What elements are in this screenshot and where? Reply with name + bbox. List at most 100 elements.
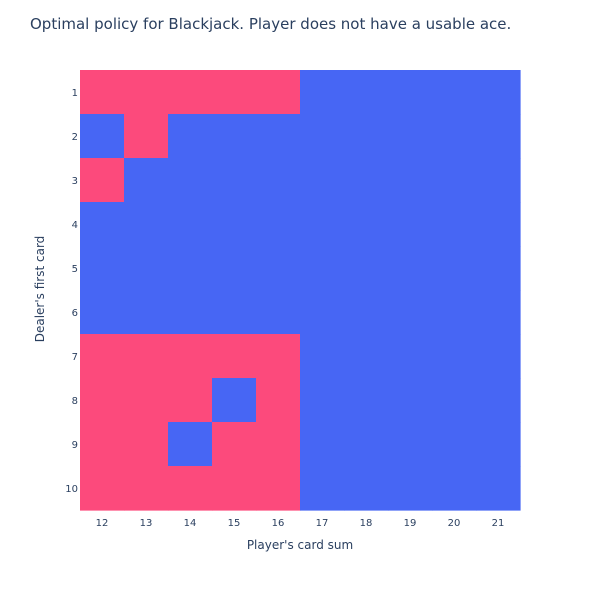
heatmap-cell bbox=[80, 202, 125, 247]
heatmap-cell bbox=[476, 246, 521, 291]
y-tick-label: 8 bbox=[72, 396, 78, 407]
heatmap-cell bbox=[344, 246, 389, 291]
heatmap-cell bbox=[168, 70, 213, 115]
x-tick-label: 21 bbox=[492, 518, 505, 529]
heatmap-cell bbox=[300, 378, 345, 423]
heatmap-cell bbox=[212, 70, 257, 115]
x-axis-title: Player's card sum bbox=[247, 538, 353, 552]
heatmap-cell bbox=[432, 70, 477, 115]
heatmap-cell bbox=[212, 422, 257, 467]
heatmap-cell bbox=[124, 158, 169, 203]
heatmap-cell bbox=[212, 378, 257, 423]
heatmap-cell bbox=[168, 114, 213, 159]
heatmap-cell bbox=[344, 290, 389, 335]
heatmap-cell bbox=[168, 378, 213, 423]
y-tick-label: 1 bbox=[72, 88, 78, 99]
heatmap-cell bbox=[124, 246, 169, 291]
heatmap-cell bbox=[212, 158, 257, 203]
heatmap-cell bbox=[344, 202, 389, 247]
heatmap-cell bbox=[476, 158, 521, 203]
heatmap-cell bbox=[476, 70, 521, 115]
heatmap-cell bbox=[80, 378, 125, 423]
y-tick-label: 7 bbox=[72, 352, 78, 363]
heatmap-cell bbox=[300, 246, 345, 291]
heatmap-cell bbox=[344, 378, 389, 423]
heatmap-cell bbox=[476, 378, 521, 423]
heatmap-cell bbox=[432, 246, 477, 291]
heatmap-cell bbox=[388, 422, 433, 467]
heatmap-cell bbox=[80, 334, 125, 379]
x-tick-label: 12 bbox=[96, 518, 109, 529]
heatmap-cell bbox=[124, 378, 169, 423]
heatmap-cell bbox=[168, 158, 213, 203]
heatmap-cell bbox=[256, 158, 301, 203]
heatmap-cell bbox=[80, 114, 125, 159]
x-tick-label: 20 bbox=[448, 518, 461, 529]
heatmap-cell bbox=[432, 422, 477, 467]
heatmap-cell bbox=[80, 466, 125, 511]
y-tick-label: 4 bbox=[72, 220, 78, 231]
heatmap-cell bbox=[388, 378, 433, 423]
heatmap-cell bbox=[476, 114, 521, 159]
heatmap-cell bbox=[168, 290, 213, 335]
heatmap-cell bbox=[256, 70, 301, 115]
y-tick-label: 3 bbox=[72, 176, 78, 187]
x-tick-label: 16 bbox=[272, 518, 285, 529]
heatmap-cell bbox=[256, 466, 301, 511]
heatmap-cell bbox=[212, 202, 257, 247]
heatmap-cell bbox=[476, 202, 521, 247]
heatmap-cell bbox=[256, 246, 301, 291]
heatmap-cell bbox=[256, 290, 301, 335]
heatmap-cell bbox=[124, 334, 169, 379]
heatmap-cell bbox=[256, 202, 301, 247]
heatmap-cell bbox=[212, 246, 257, 291]
heatmap-cell bbox=[168, 334, 213, 379]
y-axis-title: Dealer's first card bbox=[33, 236, 47, 343]
x-tick-label: 19 bbox=[404, 518, 417, 529]
heatmap-cell bbox=[300, 158, 345, 203]
y-tick-label: 2 bbox=[72, 132, 78, 143]
heatmap-cell bbox=[432, 158, 477, 203]
heatmap-cell bbox=[300, 466, 345, 511]
y-tick-label: 9 bbox=[72, 440, 78, 451]
heatmap-cell bbox=[388, 114, 433, 159]
heatmap-cell bbox=[168, 422, 213, 467]
heatmap-cell bbox=[388, 158, 433, 203]
heatmap-cell bbox=[80, 158, 125, 203]
heatmap-cell bbox=[124, 202, 169, 247]
heatmap-cell bbox=[344, 70, 389, 115]
heatmap-cell bbox=[388, 290, 433, 335]
x-tick-label: 17 bbox=[316, 518, 329, 529]
heatmap-cell bbox=[388, 466, 433, 511]
y-tick-label: 6 bbox=[72, 308, 78, 319]
heatmap-cell bbox=[212, 466, 257, 511]
heatmap-cell bbox=[80, 70, 125, 115]
heatmap-cell bbox=[168, 202, 213, 247]
heatmap-cell bbox=[432, 466, 477, 511]
heatmap-cell bbox=[432, 334, 477, 379]
heatmap-cell bbox=[80, 246, 125, 291]
heatmap-cell bbox=[168, 246, 213, 291]
heatmap-cell bbox=[168, 466, 213, 511]
heatmap-cell bbox=[432, 114, 477, 159]
heatmap-cell bbox=[432, 378, 477, 423]
heatmap-cell bbox=[300, 422, 345, 467]
heatmap-cell bbox=[212, 334, 257, 379]
heatmap-cell bbox=[300, 114, 345, 159]
heatmap-cell bbox=[344, 158, 389, 203]
heatmap-cell bbox=[124, 70, 169, 115]
x-tick-label: 14 bbox=[184, 518, 197, 529]
heatmap-cell bbox=[212, 114, 257, 159]
heatmap-cell bbox=[300, 202, 345, 247]
heatmap-cell bbox=[476, 290, 521, 335]
heatmap-cell bbox=[300, 334, 345, 379]
heatmap-cells bbox=[80, 70, 521, 511]
x-tick-label: 18 bbox=[360, 518, 373, 529]
heatmap-cell bbox=[256, 334, 301, 379]
heatmap-cell bbox=[124, 422, 169, 467]
heatmap-cell bbox=[256, 422, 301, 467]
heatmap-cell bbox=[388, 334, 433, 379]
x-tick-label: 15 bbox=[228, 518, 241, 529]
heatmap-cell bbox=[124, 466, 169, 511]
